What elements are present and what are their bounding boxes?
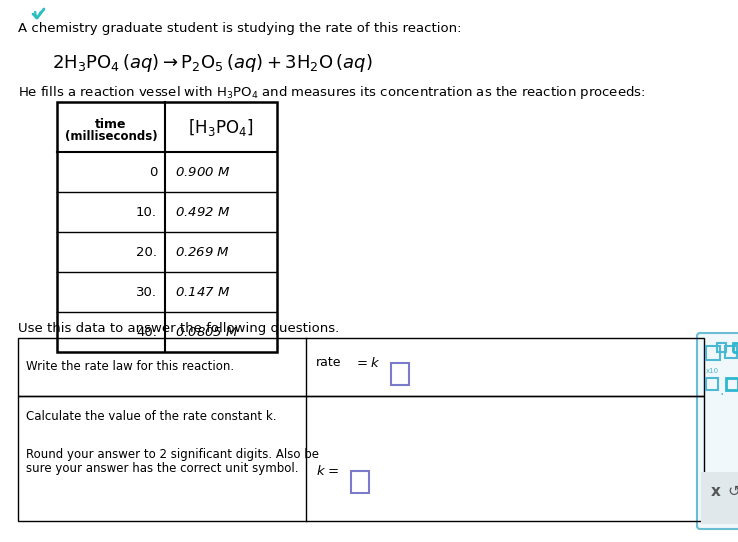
Text: 40.: 40.	[136, 326, 157, 339]
Text: A chemistry graduate student is studying the rate of this reaction:: A chemistry graduate student is studying…	[18, 22, 461, 35]
Bar	[351, 471, 369, 493]
Text: time: time	[95, 118, 127, 131]
Text: (milliseconds): (milliseconds)	[65, 130, 157, 143]
Text: x10: x10	[706, 368, 719, 374]
Text: Round your answer to 2 significant digits. Also be: Round your answer to 2 significant digit…	[26, 448, 319, 461]
Text: 20.: 20.	[136, 246, 157, 259]
Bar	[725, 346, 737, 358]
Text: 0.147 $M$: 0.147 $M$	[175, 286, 230, 299]
Text: x: x	[711, 483, 721, 499]
FancyBboxPatch shape	[697, 333, 738, 529]
Text: Use this data to answer the following questions.: Use this data to answer the following qu…	[18, 322, 339, 335]
Text: $2\mathrm{H_3PO_4}\,(aq) \rightarrow \mathrm{P_2O_5}\,(aq) + 3\mathrm{H_2O}\,(aq: $2\mathrm{H_3PO_4}\,(aq) \rightarrow \ma…	[52, 52, 373, 74]
Text: Write the rate law for this reaction.: Write the rate law for this reaction.	[26, 360, 234, 373]
Bar	[18, 396, 704, 521]
Text: Calculate the value of the rate constant k.: Calculate the value of the rate constant…	[26, 410, 277, 423]
Text: $\left[\mathrm{H_3PO_4}\right]$: $\left[\mathrm{H_3PO_4}\right]$	[188, 117, 254, 138]
Bar	[726, 378, 738, 390]
Text: 30.: 30.	[136, 286, 157, 299]
Bar	[706, 378, 718, 390]
Bar	[733, 343, 738, 352]
Bar	[706, 346, 720, 360]
Text: 10.: 10.	[136, 205, 157, 218]
Bar	[701, 472, 738, 524]
Bar	[57, 102, 277, 352]
Bar	[717, 343, 726, 352]
Text: rate: rate	[316, 356, 342, 369]
Text: 0.900 $M$: 0.900 $M$	[175, 165, 230, 178]
Text: v: v	[32, 8, 41, 22]
Text: 0: 0	[148, 165, 157, 178]
Bar	[18, 338, 704, 396]
Text: $\circlearrowleft$: $\circlearrowleft$	[725, 483, 738, 499]
Text: 0.492 $M$: 0.492 $M$	[175, 205, 230, 218]
Text: sure your answer has the correct unit symbol.: sure your answer has the correct unit sy…	[26, 462, 298, 475]
Text: $\cdot$: $\cdot$	[719, 386, 723, 400]
Text: $k$ =: $k$ =	[316, 464, 339, 478]
Text: 0.269 $M$: 0.269 $M$	[175, 246, 230, 259]
Bar	[391, 363, 409, 385]
Text: He fills a reaction vessel with $\mathrm{H_3PO_4}$ and measures its concentratio: He fills a reaction vessel with $\mathrm…	[18, 84, 646, 101]
Text: 0.0805 $M$: 0.0805 $M$	[175, 326, 238, 339]
Text: $= k$: $= k$	[354, 356, 380, 370]
